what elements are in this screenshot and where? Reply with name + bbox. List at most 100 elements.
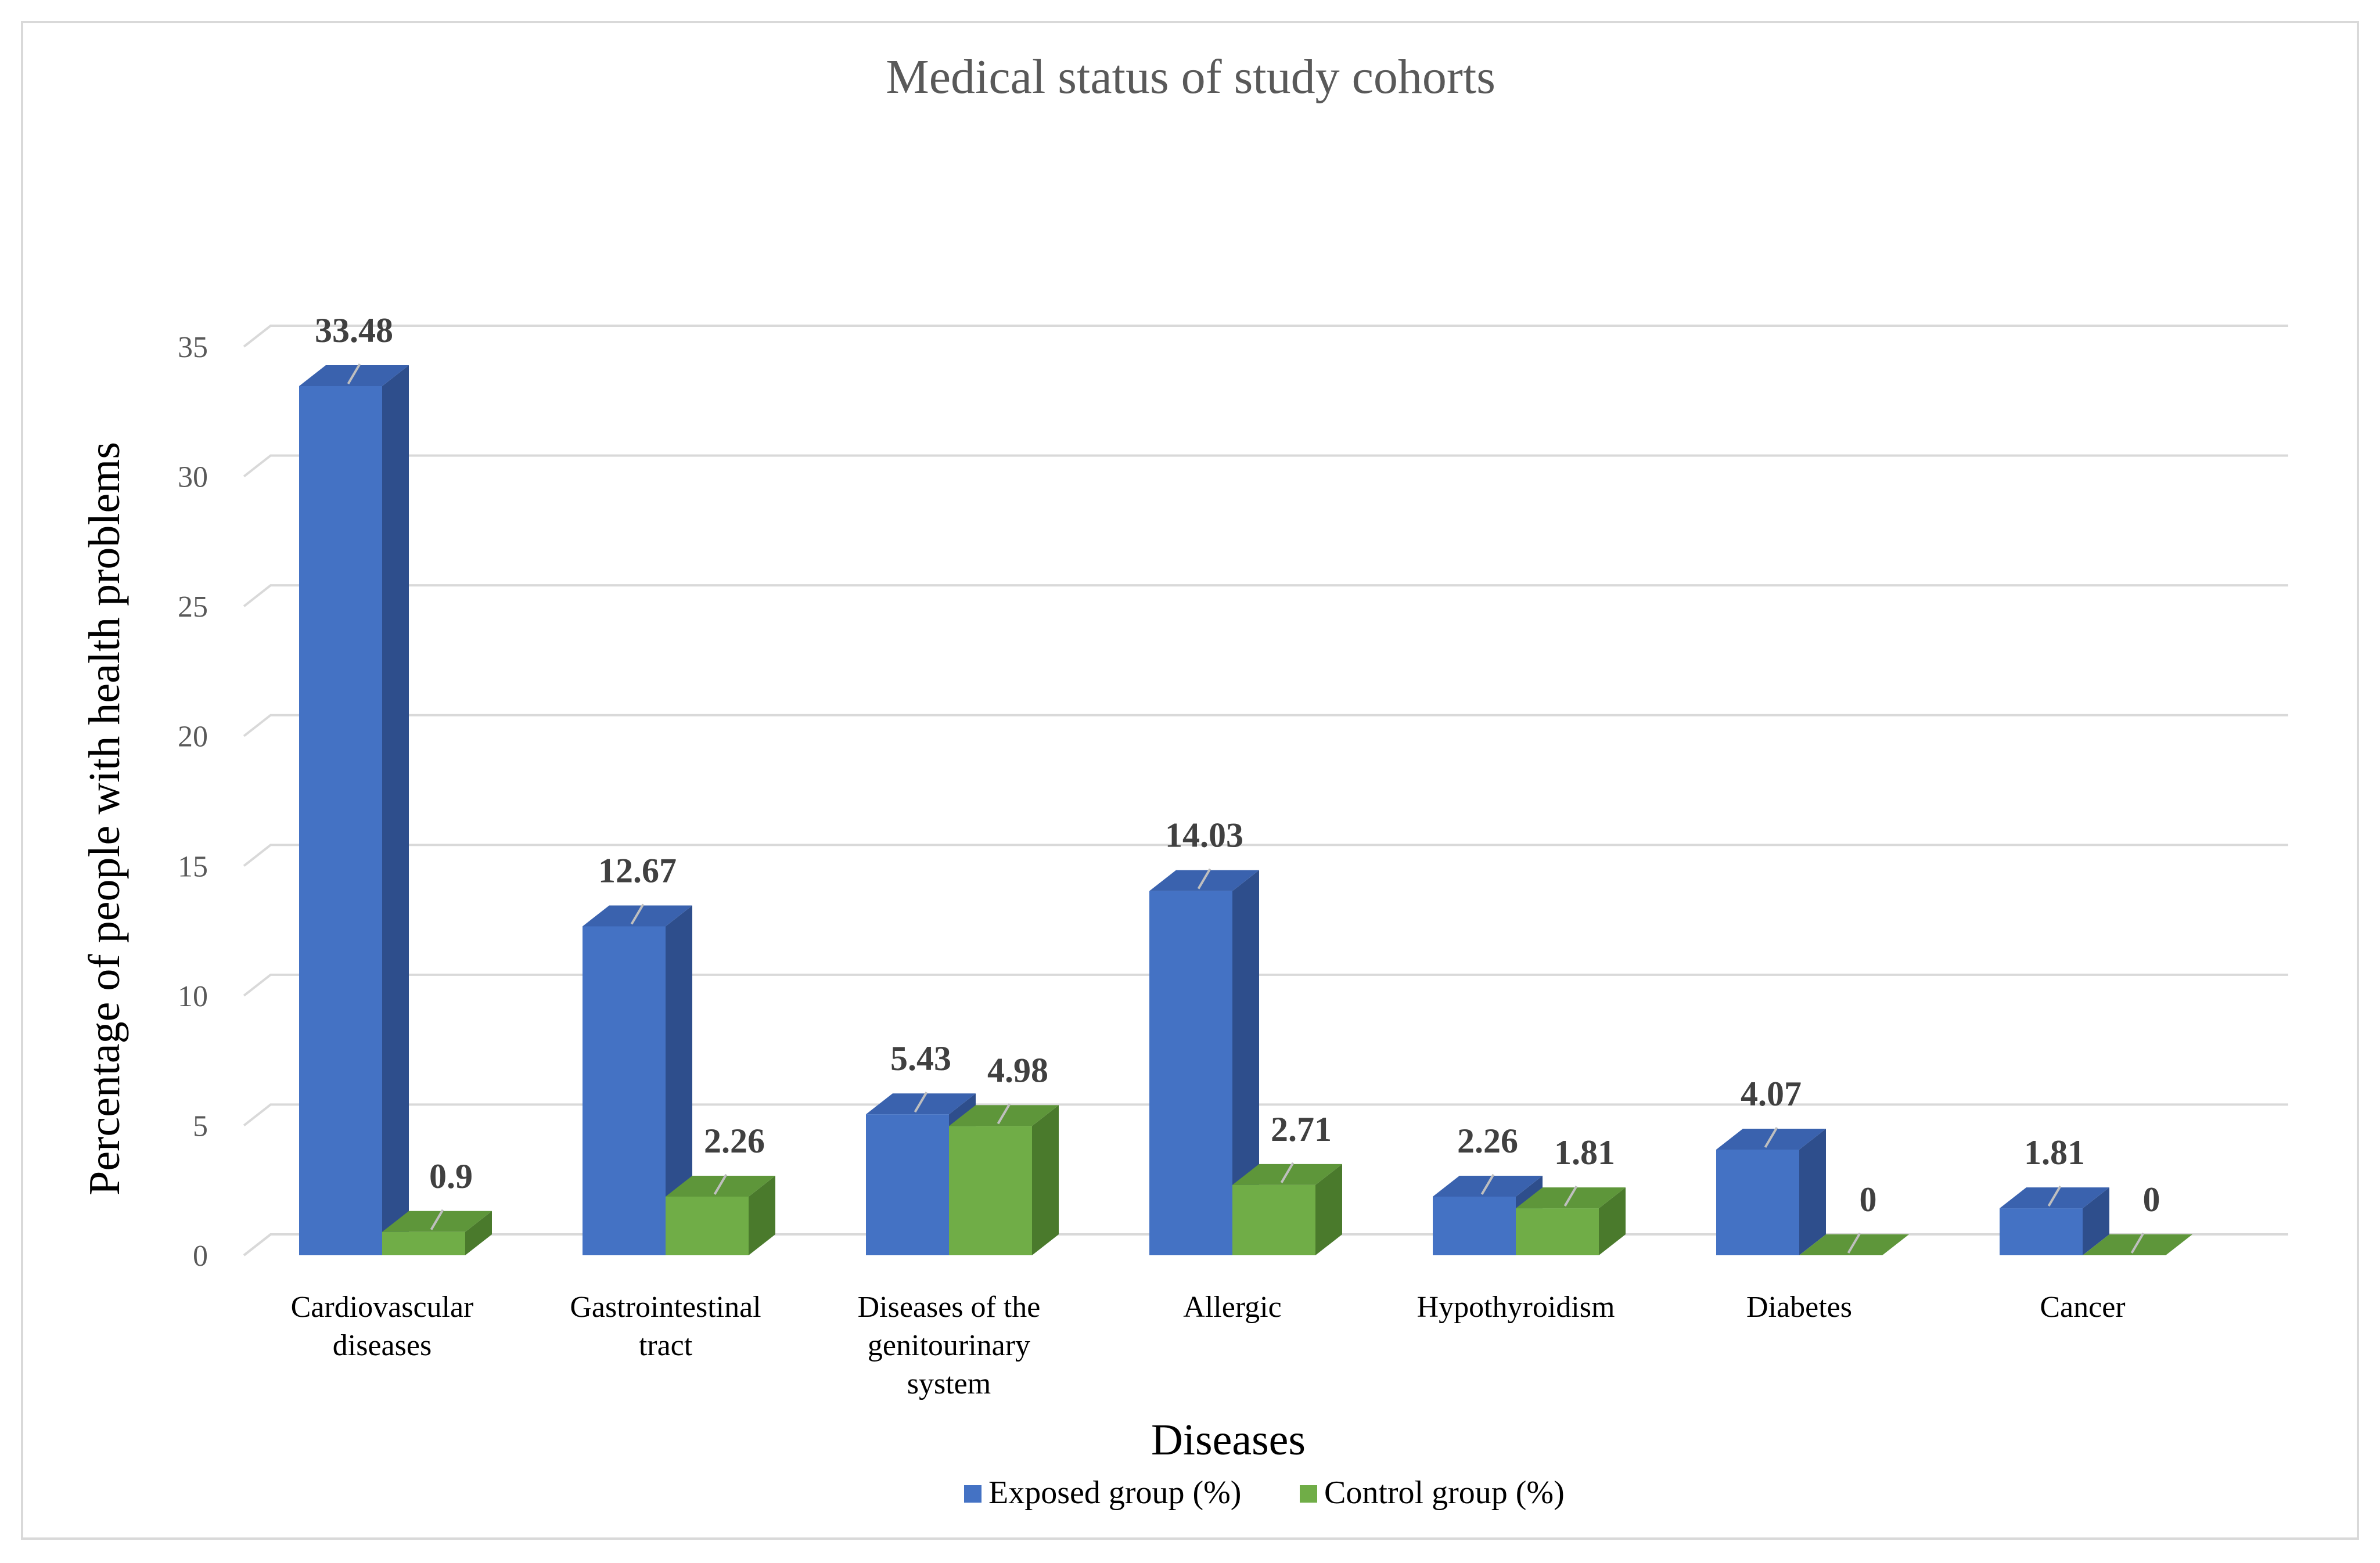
bar-control-0 xyxy=(382,1209,492,1255)
legend-swatch-control xyxy=(1300,1485,1317,1503)
y-tick-label: 5 xyxy=(193,1110,208,1143)
bar-side xyxy=(1232,870,1259,1255)
y-tick-label: 15 xyxy=(178,850,208,883)
bar-front xyxy=(382,1231,465,1255)
chart-title: Medical status of study cohorts xyxy=(886,50,1495,104)
bar-front xyxy=(299,386,382,1255)
value-label-exposed-3: 14.03 xyxy=(1165,816,1243,855)
value-label-exposed-2: 5.43 xyxy=(890,1039,951,1078)
label-leader xyxy=(430,1209,444,1230)
value-label-control-1: 2.26 xyxy=(704,1122,765,1160)
gridline xyxy=(243,325,2288,348)
bar-front xyxy=(1716,1150,1799,1255)
x-axis-label: Diseases xyxy=(1151,1416,1306,1464)
label-leader xyxy=(1563,1186,1578,1207)
value-label-control-4: 1.81 xyxy=(1554,1133,1615,1172)
bar-front xyxy=(1516,1208,1599,1255)
y-tick-label: 10 xyxy=(178,980,208,1013)
bar-front xyxy=(666,1196,749,1255)
x-tick-label: Hypothyroidism xyxy=(1417,1291,1615,1324)
y-tick-label: 35 xyxy=(178,331,208,364)
bar-exposed-6 xyxy=(2000,1186,2109,1255)
bar-side xyxy=(465,1211,492,1255)
x-tick-label: Cancer xyxy=(2040,1291,2125,1324)
gridline xyxy=(243,844,2288,867)
label-leader xyxy=(914,1092,928,1113)
y-tick-label: 0 xyxy=(193,1240,208,1273)
value-label-exposed-4: 2.26 xyxy=(1457,1122,1518,1160)
bar-control-2 xyxy=(949,1103,1059,1255)
bar-control-1 xyxy=(666,1173,775,1255)
bar-front xyxy=(1149,891,1232,1255)
x-tick-label: Gastrointestinal xyxy=(570,1291,761,1324)
bar-side xyxy=(1799,1129,1826,1255)
x-tick-label: genitourinary xyxy=(868,1329,1030,1362)
legend-swatch-exposed xyxy=(964,1485,982,1503)
bar-control-3 xyxy=(1232,1162,1342,1255)
gridline xyxy=(243,1103,2288,1127)
y-axis-label: Percentage of people with health problem… xyxy=(80,442,129,1195)
bar-front xyxy=(866,1114,949,1255)
x-tick-label: Cardiovascular xyxy=(291,1291,474,1324)
label-leader xyxy=(997,1103,1011,1125)
y-tick-label: 25 xyxy=(178,590,208,624)
bar-side xyxy=(749,1175,775,1255)
bar-control-6 xyxy=(2083,1232,2192,1255)
bar-side xyxy=(1315,1164,1342,1255)
bar-side xyxy=(666,905,692,1255)
label-leader xyxy=(347,363,361,384)
bar-front xyxy=(583,926,666,1255)
bar-exposed-1 xyxy=(583,903,692,1255)
bar-front xyxy=(1433,1196,1516,1255)
x-tick-label: Diabetes xyxy=(1746,1291,1852,1324)
bar-side xyxy=(1599,1187,1626,1255)
bars xyxy=(299,363,2192,1255)
y-tick-label: 30 xyxy=(178,461,208,494)
label-leader xyxy=(713,1173,728,1195)
bar-front xyxy=(2000,1208,2083,1255)
value-label-exposed-5: 4.07 xyxy=(1741,1075,1802,1113)
label-leader xyxy=(630,903,645,925)
x-tick-label: tract xyxy=(639,1329,693,1362)
bar-side xyxy=(382,365,409,1255)
gridline xyxy=(243,454,2288,478)
bar-control-5 xyxy=(1799,1232,1909,1255)
legend-label-exposed: Exposed group (%) xyxy=(988,1475,1241,1511)
legend-label-control: Control group (%) xyxy=(1324,1475,1565,1511)
bar-front xyxy=(949,1126,1032,1255)
bar-exposed-0 xyxy=(299,363,409,1255)
value-label-exposed-0: 33.48 xyxy=(315,311,393,350)
y-tick-label: 20 xyxy=(178,721,208,754)
value-label-exposed-1: 12.67 xyxy=(598,851,677,889)
value-label-control-6: 0 xyxy=(2143,1180,2160,1219)
bar-exposed-3 xyxy=(1149,868,1259,1255)
label-leader xyxy=(2130,1232,2145,1254)
value-label-control-2: 4.98 xyxy=(987,1051,1048,1089)
y-axis-ticks: 0 5 10 15 20 25 30 35 xyxy=(178,331,208,1273)
x-axis-ticks: Cardiovascular diseases Gastrointestinal tr… xyxy=(291,1291,2126,1400)
label-leader xyxy=(1480,1173,1495,1195)
chart-frame xyxy=(21,21,2359,1540)
label-leader xyxy=(1197,868,1211,889)
x-tick-label: diseases xyxy=(333,1329,432,1362)
bar-front xyxy=(1232,1184,1315,1255)
x-tick-label: Allergic xyxy=(1183,1291,1281,1324)
label-leader xyxy=(1764,1126,1778,1148)
floor-edge xyxy=(243,1233,272,1256)
gridline xyxy=(243,584,2288,607)
value-label-control-3: 2.71 xyxy=(1271,1110,1332,1148)
data-labels: 33.48 0.9 12.67 2.26 5.43 4.98 14.03 2.71 2.26 1.… xyxy=(315,311,2160,1219)
bar-exposed-5 xyxy=(1716,1126,1826,1255)
value-label-exposed-6: 1.81 xyxy=(2024,1133,2085,1172)
label-leader xyxy=(1847,1232,1861,1254)
value-label-control-0: 0.9 xyxy=(429,1157,473,1195)
x-tick-label: Diseases of the xyxy=(858,1291,1041,1324)
value-label-control-5: 0 xyxy=(1860,1180,1877,1219)
label-leader xyxy=(1280,1162,1295,1183)
x-tick-label: system xyxy=(907,1367,991,1400)
legend: Exposed group (%) Control group (%) xyxy=(964,1475,1565,1511)
bar-control-4 xyxy=(1516,1186,1626,1255)
bar-side xyxy=(2083,1187,2109,1255)
